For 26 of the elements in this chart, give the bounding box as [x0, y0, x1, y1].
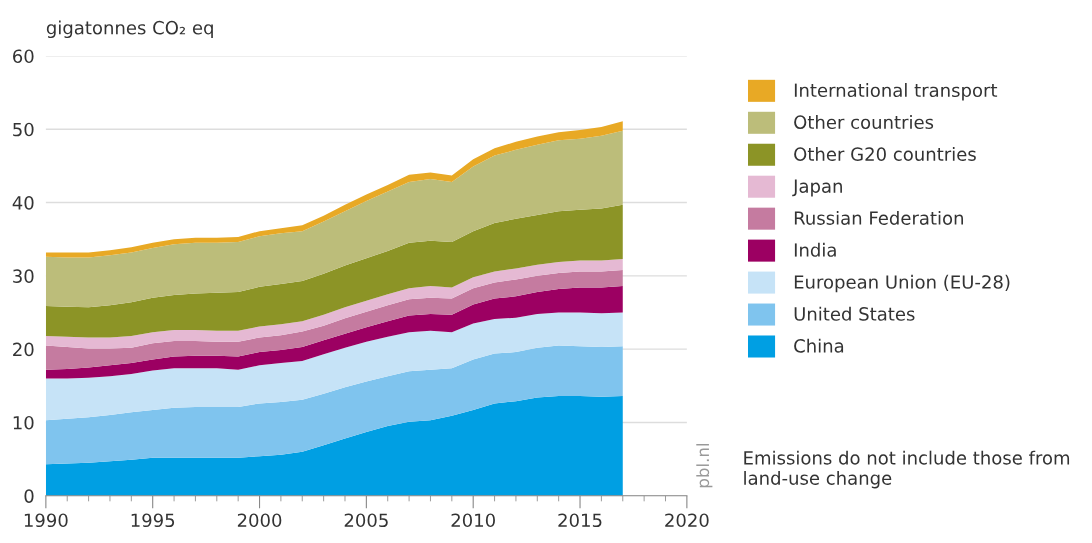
- legend-label: China: [794, 338, 844, 353]
- y-axis-title: gigatonnes CO₂ eq: [46, 20, 213, 39]
- text: Emissions do not include those from land-use change: [744, 450, 1070, 489]
- legend-label: India: [794, 242, 836, 257]
- legend-label: United States: [794, 306, 915, 321]
- legend-label: Other G20 countries: [794, 146, 976, 161]
- legend-label: Japan: [792, 179, 842, 197]
- y-tick-label: 40: [12, 196, 34, 210]
- x-tick-label: 2000: [237, 513, 282, 528]
- x-tick-label: 2015: [558, 513, 602, 528]
- legend-label: Russian Federation: [794, 210, 963, 225]
- text: pbl.nl: [696, 443, 713, 488]
- y-tick-label: 60: [13, 49, 34, 64]
- legend-label: International transport: [794, 83, 998, 101]
- legend-label: European Union (EU-28): [794, 274, 1010, 293]
- y-tick-label: 10: [13, 415, 34, 430]
- y-tick-label: 30: [13, 269, 34, 283]
- y-tick-label: 0: [24, 489, 34, 503]
- x-tick-label: 1990: [24, 513, 68, 528]
- x-tick-label: 2005: [344, 513, 388, 528]
- x-tick-label: 1995: [131, 513, 175, 528]
- x-tick-label: 2020: [665, 513, 709, 528]
- y-tick-label: 50: [13, 122, 34, 137]
- legend-label: Other countries: [794, 115, 934, 130]
- x-tick-label: 2010: [451, 513, 495, 528]
- y-tick-label: 20: [13, 342, 34, 357]
